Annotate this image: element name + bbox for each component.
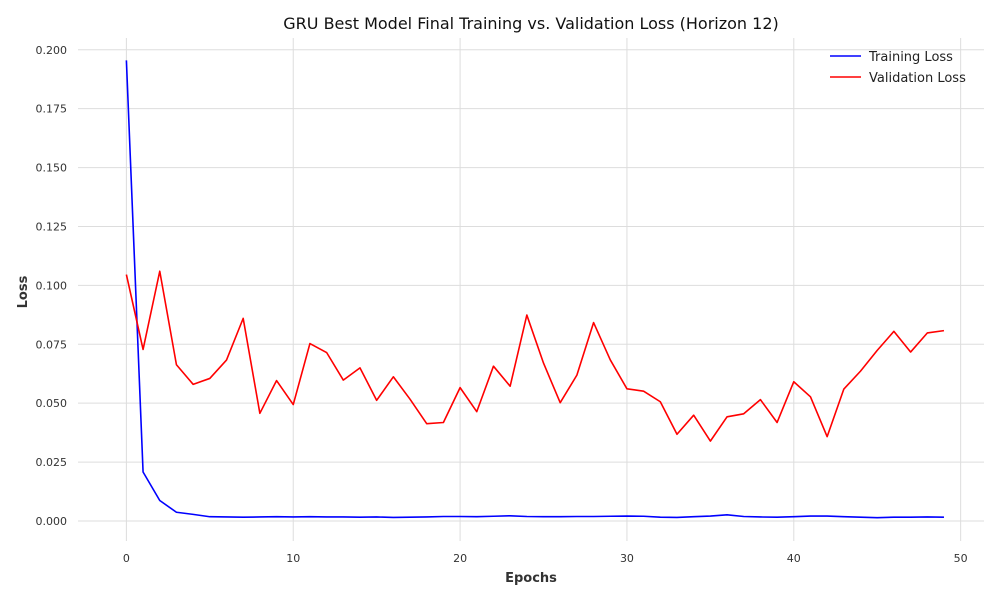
x-tick-label: 50 [954,552,968,565]
x-tick-label: 0 [123,552,130,565]
x-tick-label: 40 [787,552,801,565]
y-tick-label: 0.075 [36,338,68,351]
y-tick-label: 0.175 [36,103,68,116]
y-tick-label: 0.025 [36,456,68,469]
y-tick-label: 0.125 [36,220,68,233]
series-line-validation-loss [125,270,945,442]
x-tick-label: 30 [620,552,634,565]
legend: Training Loss Validation Loss [830,50,966,86]
y-tick-label: 0.100 [36,279,68,292]
y-tick-label: 0.050 [36,397,68,410]
x-tick-labels: 0 10 20 30 40 50 [123,552,968,565]
legend-label-validation-loss: Validation Loss [869,71,966,86]
x-tick-label: 20 [453,552,467,565]
chart-title: GRU Best Model Final Training vs. Valida… [283,14,778,33]
y-tick-labels: 0.000 0.025 0.050 0.075 0.100 0.125 0.150 0.175… [36,44,68,528]
x-tick-label: 10 [286,552,300,565]
x-axis-label: Epochs [505,571,557,586]
y-tick-label: 0.150 [36,162,68,175]
series-line-training-loss [125,60,944,519]
grid [78,38,984,541]
y-tick-label: 0.200 [36,44,68,57]
series-lines [125,60,945,519]
y-tick-label: 0.000 [36,515,68,528]
legend-label-training-loss: Training Loss [868,50,953,65]
y-axis-label: Loss [16,275,31,308]
